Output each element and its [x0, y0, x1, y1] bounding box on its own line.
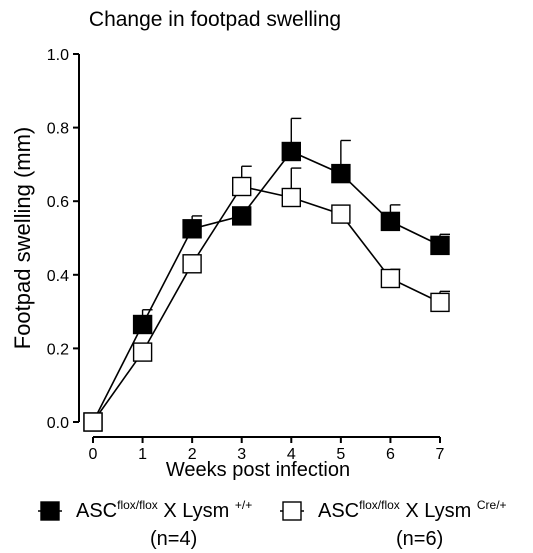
- legend-item-1: ASCflox/flox X Lysm +/+ (n=4): [38, 498, 252, 550]
- data-point-series-1: [132, 314, 153, 335]
- data-point-series-1: [430, 235, 450, 256]
- data-point-series-1: [231, 206, 252, 226]
- legend-n-2: (n=6): [396, 528, 443, 550]
- legend-label-1: ASCflox/flox X Lysm +/+: [76, 498, 252, 522]
- x-tick-label: 5: [336, 446, 345, 463]
- legend-label-2-sup2: Cre/+: [477, 498, 507, 512]
- chart-title: Change in footpad swelling: [89, 8, 341, 31]
- data-point-series-2: [331, 204, 351, 224]
- legend-label-2-mid: X Lysm: [400, 500, 477, 522]
- y-tick-label: 0.8: [47, 121, 69, 138]
- y-tick-label: 1.0: [47, 47, 69, 64]
- data-point-series-2: [132, 342, 153, 362]
- x-tick-label: 1: [138, 446, 147, 463]
- y-tick-label: 0.0: [47, 415, 69, 432]
- x-tick-label: 2: [188, 446, 197, 463]
- legend-n-1: (n=4): [150, 528, 197, 550]
- x-tick-label: 4: [287, 446, 296, 463]
- data-point-series-2: [380, 268, 401, 289]
- y-tick-label: 0.6: [47, 194, 69, 211]
- data-point-series-2: [281, 187, 301, 208]
- data-point-series-2: [430, 292, 450, 313]
- x-axis-label: Weeks post infection: [166, 459, 350, 481]
- y-tick-label: 0.4: [47, 268, 69, 285]
- series-layer: [83, 117, 450, 432]
- legend-label-2-base: ASC: [318, 500, 359, 522]
- x-tick-label: 3: [237, 446, 246, 463]
- data-point-series-2: [182, 254, 202, 274]
- axes: 0.0 0.2 0.4 0.6 0.8 1.0 0 1 2 3 4 5 6 7: [47, 47, 445, 463]
- legend-label-1-mid: X Lysm: [158, 500, 235, 522]
- legend-item-2: ASCflox/flox X Lysm Cre/+ (n=6): [280, 498, 507, 550]
- legend-marker-2: [282, 501, 302, 521]
- data-point-series-1: [182, 219, 202, 239]
- legend-label-1-base: ASC: [76, 500, 117, 522]
- y-tick-label: 0.2: [47, 341, 69, 358]
- legend-label-2: ASCflox/flox X Lysm Cre/+: [318, 498, 507, 522]
- y-axis-label: Footpad swelling (mm): [10, 127, 35, 350]
- legend-marker-1: [40, 501, 60, 521]
- x-tick-label: 0: [89, 446, 98, 463]
- legend-label-1-sup1: flox/flox: [117, 498, 158, 512]
- x-tick-label: 6: [386, 446, 395, 463]
- data-point-series-1: [331, 163, 351, 184]
- x-tick-label: 7: [436, 446, 445, 463]
- data-point-series-1: [380, 211, 401, 232]
- legend: ASCflox/flox X Lysm +/+ (n=4) ASCflox/fl…: [38, 498, 507, 550]
- data-point-series-1: [281, 141, 301, 162]
- data-point-series-2: [231, 176, 252, 197]
- legend-label-1-sup2: +/+: [235, 498, 252, 512]
- legend-label-2-sup1: flox/flox: [359, 498, 400, 512]
- data-point-series-2: [83, 412, 103, 432]
- series-line-2: [92, 185, 441, 423]
